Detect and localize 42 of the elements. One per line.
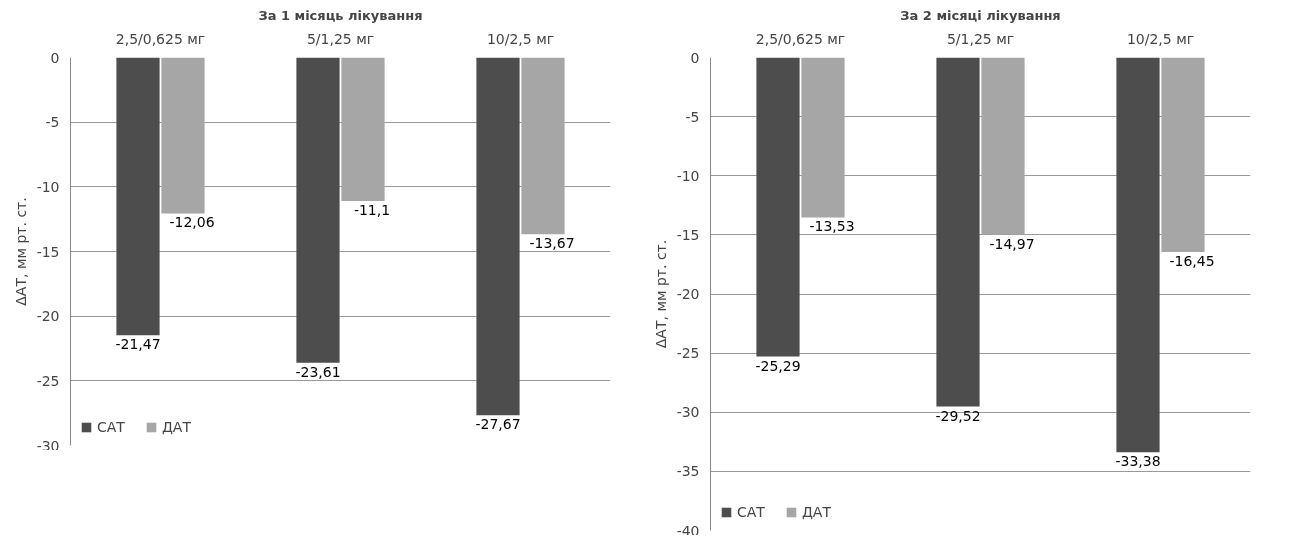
y-tick-label: -30	[676, 404, 700, 421]
y-tick-label: -10	[676, 167, 700, 184]
y-tick-label: 0	[50, 49, 60, 66]
y-tick-label: -35	[676, 463, 700, 480]
y-tick-label: -30	[36, 437, 60, 454]
y-tick-label: 0	[690, 49, 700, 66]
legend-label: ДАТ	[801, 504, 831, 520]
data-label: -23,61	[295, 363, 341, 380]
data-label: -21,47	[115, 336, 161, 353]
data-label: -11,1	[353, 202, 391, 219]
legend-label: ДАТ	[161, 419, 191, 435]
y-tick-label: -15	[676, 226, 700, 243]
data-label: -13,53	[809, 218, 855, 235]
chart-title: За 1 місяць лікування	[258, 7, 423, 23]
y-tick-label: -25	[676, 345, 700, 362]
data-label: -16,45	[1169, 253, 1215, 270]
y-tick-label: -20	[676, 286, 700, 302]
y-tick-label: -5	[45, 114, 60, 131]
data-label: -12,06	[169, 214, 215, 231]
x-tick-label: 5/1,25 мг	[306, 30, 375, 47]
y-axis-title: ΔАТ, мм рт. ст.	[12, 197, 29, 306]
data-label: -25,29	[755, 357, 801, 374]
y-tick-label: -5	[685, 108, 700, 125]
y-tick-label: -20	[36, 308, 60, 325]
y-tick-label: -15	[36, 243, 60, 260]
x-tick-label: 10/2,5 мг	[1126, 30, 1195, 47]
legend-label: САТ	[737, 504, 765, 520]
x-tick-label: 2,5/0,625 мг	[115, 30, 206, 47]
y-axis-title: ΔАТ, мм рт. ст.	[652, 239, 669, 349]
y-tick-label: -25	[36, 372, 60, 389]
data-label: -27,67	[475, 416, 521, 433]
data-label: -13,67	[529, 235, 575, 252]
y-tick-label: -10	[36, 178, 60, 195]
x-tick-label: 5/1,25 мг	[946, 30, 1015, 47]
data-label: -33,38	[1115, 453, 1161, 470]
legend-label: САТ	[97, 419, 125, 435]
x-tick-label: 10/2,5 мг	[486, 30, 555, 47]
chart-title: За 2 місяці лікування	[900, 7, 1061, 23]
x-tick-label: 2,5/0,625 мг	[755, 30, 846, 47]
data-label: -29,52	[935, 407, 981, 424]
y-tick-label: -40	[676, 522, 700, 539]
data-label: -14,97	[989, 235, 1035, 252]
